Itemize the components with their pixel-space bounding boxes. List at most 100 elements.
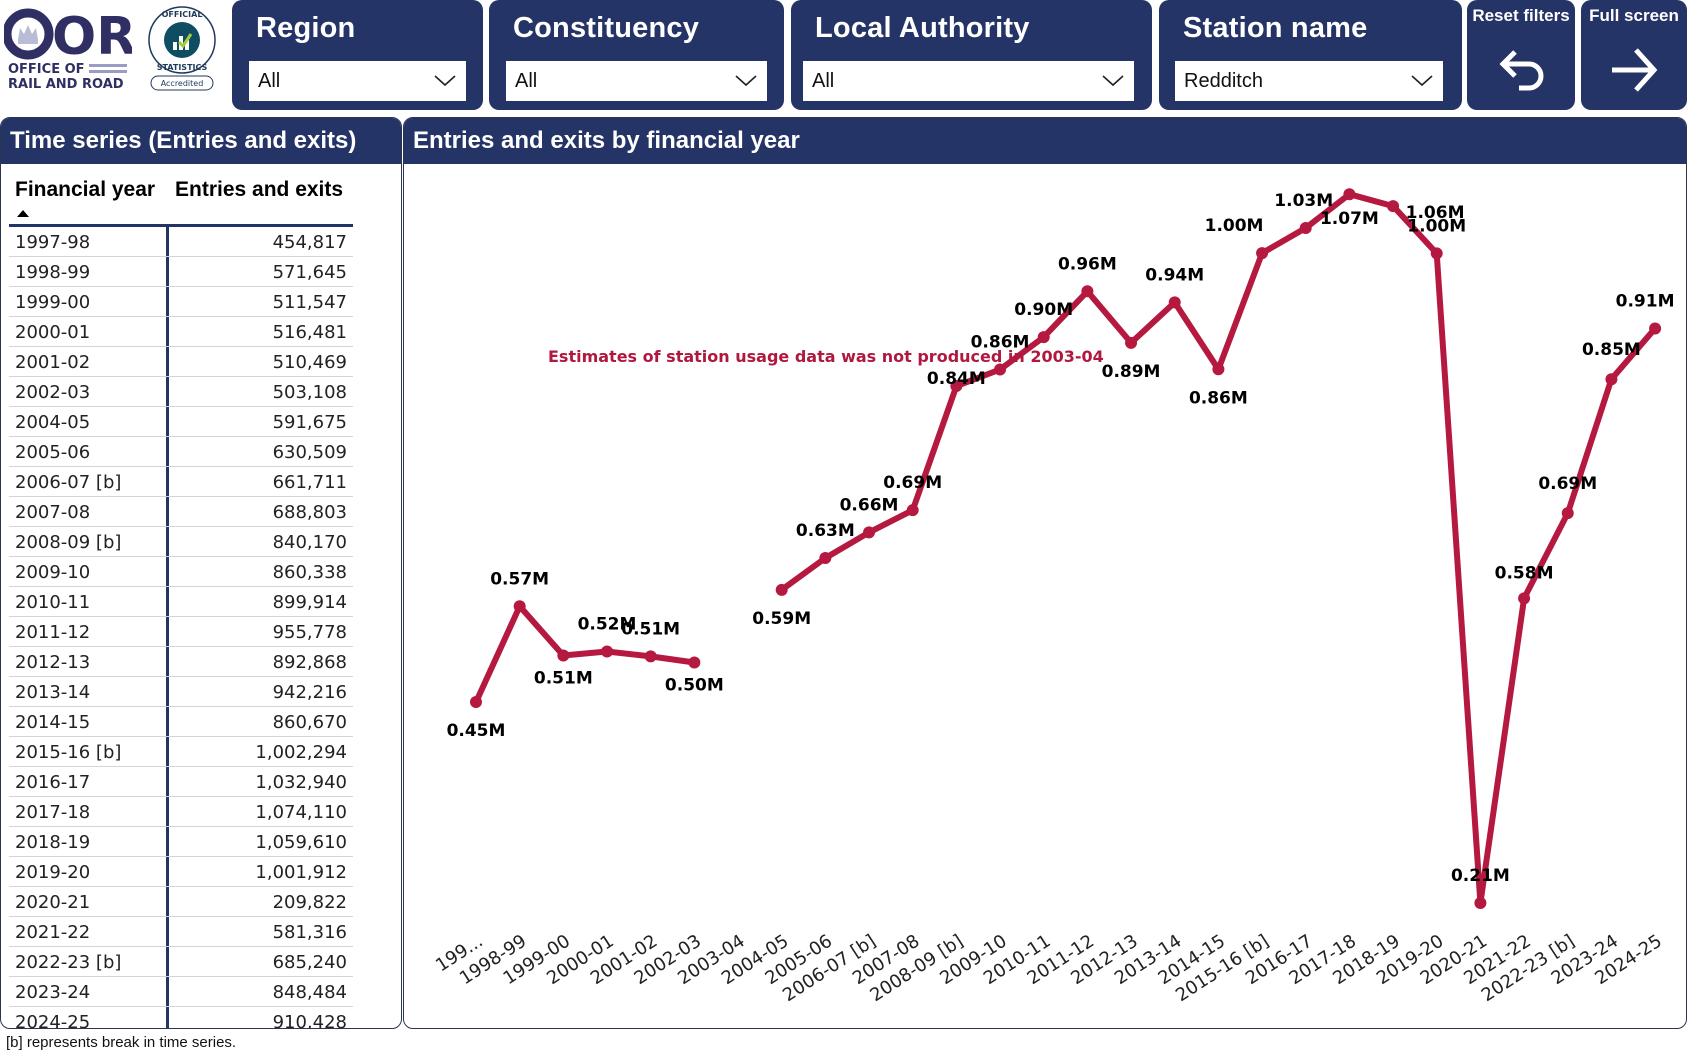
column-header-financial-year[interactable]: Financial year bbox=[15, 178, 156, 201]
table-row: 2009-10 860,338 bbox=[9, 557, 353, 587]
series-line bbox=[778, 191, 1659, 906]
cell-financial-year: 2008-09 [b] bbox=[15, 532, 122, 553]
cell-financial-year: 2023-24 bbox=[15, 982, 91, 1003]
data-point bbox=[1256, 247, 1269, 260]
bar-chart-check-icon bbox=[173, 33, 193, 50]
table-row: 2023-24 848,484 bbox=[9, 977, 353, 1007]
cell-entries-exits: 685,240 bbox=[272, 952, 347, 973]
station-name-filter: Station name Redditch bbox=[1159, 0, 1462, 110]
cell-entries-exits: 688,803 bbox=[272, 502, 347, 523]
data-point bbox=[688, 656, 701, 669]
region-dropdown[interactable]: All bbox=[249, 61, 466, 101]
data-point bbox=[470, 696, 482, 709]
cell-financial-year: 2024-25 bbox=[15, 1012, 91, 1029]
cell-financial-year: 2021-22 bbox=[15, 922, 91, 943]
local-authority-filter-label: Local Authority bbox=[815, 12, 1030, 44]
station-name-dropdown[interactable]: Redditch bbox=[1175, 61, 1443, 101]
cell-entries-exits: 1,002,294 bbox=[255, 742, 347, 763]
chart-annotation: Estimates of station usage data was not … bbox=[548, 347, 1104, 366]
table-row: 2008-09 [b] 840,170 bbox=[9, 527, 353, 557]
table-row: 2015-16 [b] 1,002,294 bbox=[9, 737, 353, 767]
data-label: 0.57M bbox=[490, 569, 549, 589]
cell-entries-exits: 571,645 bbox=[272, 262, 347, 283]
cell-financial-year: 2009-10 bbox=[15, 562, 91, 583]
table-row: 2016-17 1,032,940 bbox=[9, 767, 353, 797]
full-screen-label: Full screen bbox=[1589, 6, 1679, 25]
table-row: 2007-08 688,803 bbox=[9, 497, 353, 527]
constituency-dropdown[interactable]: All bbox=[506, 61, 767, 101]
table-row: 2020-21 209,822 bbox=[9, 887, 353, 917]
constituency-filter: Constituency All bbox=[489, 0, 784, 110]
cell-entries-exits: 516,481 bbox=[272, 322, 347, 343]
data-point bbox=[557, 649, 570, 662]
cell-entries-exits: 511,547 bbox=[272, 292, 347, 313]
table-body: 1997-98 454,817 1998-99 571,645 1999-00 511,5… bbox=[9, 227, 353, 1029]
orr-wordmark: ORR bbox=[52, 7, 132, 67]
data-label: 0.89M bbox=[1102, 362, 1161, 382]
data-point bbox=[906, 504, 919, 517]
data-point bbox=[1518, 592, 1531, 605]
data-label: 1.00M bbox=[1205, 216, 1264, 236]
data-label: 0.85M bbox=[1582, 340, 1641, 360]
official-statistics-badge: OFFICIAL STATISTICS Accredited bbox=[148, 6, 216, 91]
data-point bbox=[1561, 507, 1574, 520]
cell-financial-year: 2005-06 bbox=[15, 442, 91, 463]
data-label: 1.06M bbox=[1406, 203, 1465, 223]
table-row: 2018-19 1,059,610 bbox=[9, 827, 353, 857]
data-point bbox=[994, 363, 1007, 376]
chevron-down-icon bbox=[434, 75, 456, 87]
data-label: 0.66M bbox=[840, 495, 899, 515]
right-arrow-icon bbox=[1612, 48, 1658, 92]
data-label: 1.00M bbox=[1407, 216, 1466, 236]
table-row: 2013-14 942,216 bbox=[9, 677, 353, 707]
data-label: 1.03M bbox=[1274, 191, 1333, 211]
time-series-table-panel: Time series (Entries and exits) Financia… bbox=[0, 117, 402, 1029]
table-row: 2000-01 516,481 bbox=[9, 317, 353, 347]
cell-entries-exits: 209,822 bbox=[272, 892, 347, 913]
column-header-entries-exits[interactable]: Entries and exits bbox=[175, 178, 344, 201]
cell-entries-exits: 630,509 bbox=[272, 442, 347, 463]
table-row: 2012-13 892,868 bbox=[9, 647, 353, 677]
table-row: 1998-99 571,645 bbox=[9, 257, 353, 287]
cell-entries-exits: 1,001,912 bbox=[255, 862, 347, 883]
data-label: 0.63M bbox=[796, 521, 855, 541]
cell-entries-exits: 1,059,610 bbox=[255, 832, 347, 853]
data-label: 0.90M bbox=[1014, 300, 1073, 320]
table-row: 1997-98 454,817 bbox=[9, 227, 353, 257]
data-point bbox=[1081, 285, 1094, 298]
data-point bbox=[819, 551, 832, 564]
data-point bbox=[1037, 331, 1050, 344]
data-point bbox=[950, 380, 963, 393]
data-point bbox=[1430, 247, 1443, 260]
cell-financial-year: 2012-13 bbox=[15, 652, 91, 673]
orr-logo: ORR OFFICE OF RAIL AND ROAD bbox=[4, 7, 132, 92]
table-panel-title: Time series (Entries and exits) bbox=[1, 118, 401, 164]
cell-entries-exits: 860,670 bbox=[272, 712, 347, 733]
crown-icon bbox=[4, 8, 54, 60]
station-name-filter-label: Station name bbox=[1183, 12, 1368, 44]
cell-financial-year: 1997-98 bbox=[15, 232, 91, 253]
cell-entries-exits: 503,108 bbox=[272, 382, 347, 403]
data-point bbox=[775, 583, 788, 596]
data-label: 0.94M bbox=[1145, 265, 1204, 285]
time-series-table: Financial year Entries and exits 1997-98… bbox=[9, 172, 353, 1029]
sort-ascending-icon bbox=[17, 210, 29, 217]
data-point bbox=[863, 526, 876, 539]
table-row: 2022-23 [b] 685,240 bbox=[9, 947, 353, 977]
cell-financial-year: 2016-17 bbox=[15, 772, 91, 793]
data-point bbox=[1605, 373, 1618, 386]
local-authority-dropdown[interactable]: All bbox=[803, 61, 1134, 101]
data-point bbox=[1474, 896, 1487, 909]
region-filter: Region All bbox=[232, 0, 483, 110]
data-point bbox=[644, 650, 657, 663]
cell-entries-exits: 910,428 bbox=[272, 1012, 347, 1029]
badge-accredited: Accredited bbox=[161, 79, 204, 88]
table-row: 2010-11 899,914 bbox=[9, 587, 353, 617]
cell-financial-year: 2007-08 bbox=[15, 502, 91, 523]
chevron-down-icon bbox=[735, 75, 757, 87]
table-row: 2021-22 581,316 bbox=[9, 917, 353, 947]
reset-filters-button[interactable]: Reset filters bbox=[1467, 0, 1575, 110]
data-point bbox=[1387, 200, 1400, 213]
full-screen-button[interactable]: Full screen bbox=[1581, 0, 1687, 110]
